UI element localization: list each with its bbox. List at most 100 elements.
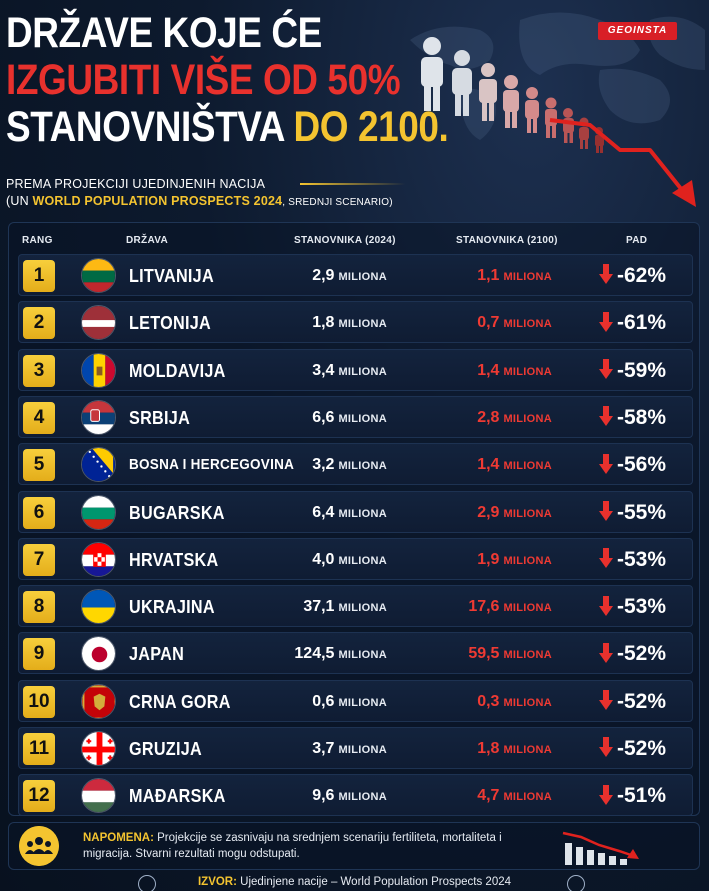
people-figures-icon	[421, 37, 604, 153]
population-2024-value: 0,6	[312, 692, 335, 710]
country-name: MOLDAVIJA	[129, 360, 226, 381]
ranking-table: RANG DRŽAVA STANOVNIKA (2024) STANOVNIKA…	[8, 222, 700, 817]
country-name: MAĐARSKA	[129, 786, 226, 807]
title-line-3-b: DO 2100.	[293, 103, 449, 151]
drop-percent: -52%	[599, 633, 666, 675]
flag-hr-icon	[81, 541, 116, 577]
rank-badge: 5	[23, 449, 55, 482]
drop-value: -61%	[617, 311, 667, 335]
subtitle-line-2-c: , SREDNJI SCENARIO)	[282, 197, 393, 208]
population-2024-unit: MILIONA	[338, 318, 387, 331]
header-pop-2024: STANOVNIKA (2024)	[294, 235, 396, 246]
table-row: 10 CRNA GORA 0,6 MILIONA 0,3 MILIONA -52%	[18, 679, 693, 724]
drop-value: -59%	[617, 358, 667, 382]
drop-percent: -52%	[599, 681, 666, 723]
population-2024-value: 2,9	[312, 267, 335, 284]
population-2100-unit: MILIONA	[503, 271, 552, 283]
flag-ua-icon	[81, 589, 116, 625]
population-2100: 1,1 MILIONA	[477, 255, 552, 298]
population-2100-unit: MILIONA	[503, 649, 552, 662]
population-2100-value: 0,7	[477, 314, 500, 332]
drop-value: -62%	[617, 264, 667, 287]
population-2100: 2,8 MILIONA	[477, 397, 552, 440]
population-2024: 0,6 MILIONA	[312, 681, 387, 724]
down-arrow-icon	[599, 737, 613, 758]
population-2024-unit: MILIONA	[338, 602, 387, 615]
table-row: 9 JAPAN 124,5 MILIONA 59,5 MILIONA -52%	[18, 632, 693, 675]
population-2100: 1,4 MILIONA	[477, 444, 552, 487]
down-arrow-icon	[599, 264, 613, 285]
down-arrow-icon	[599, 784, 613, 805]
population-2100-value: 1,9	[477, 550, 500, 568]
title-line-3-a: STANOVNIŠTVA	[6, 103, 284, 151]
flag-md-icon	[81, 352, 116, 388]
country-name: LETONIJA	[129, 313, 211, 334]
drop-value: -52%	[617, 689, 667, 713]
population-2024: 2,9 MILIONA	[312, 255, 387, 298]
population-2100-value: 2,8	[477, 408, 500, 426]
population-2100-value: 2,9	[477, 503, 500, 521]
population-2024-unit: MILIONA	[338, 696, 387, 709]
down-arrow-icon	[599, 642, 613, 663]
rank-badge: 12	[23, 780, 55, 813]
population-2100-unit: MILIONA	[503, 318, 552, 331]
country-name: HRVATSKA	[129, 549, 219, 570]
table-row: 11 GRUZIJA 3,7 MILIONA 1,8 MILIONA -52%	[18, 727, 693, 769]
table-row: 1 LITVANIJA 2,9 MILIONA 1,1 MILIONA -62%	[18, 254, 693, 296]
population-2100-value: 0,3	[477, 692, 500, 710]
population-2024-value: 124,5	[294, 645, 335, 663]
drop-value: -51%	[617, 784, 667, 808]
table-row: 7 HRVATSKA 4,0 MILIONA 1,9 MILIONA -53%	[18, 537, 693, 582]
population-2024: 4,0 MILIONA	[312, 539, 387, 582]
drop-value: -53%	[617, 547, 667, 571]
population-2100: 17,6 MILIONA	[468, 586, 552, 629]
page-title: DRŽAVE KOJE ĆE IZGUBITI VIŠE OD 50% STAN…	[6, 10, 520, 151]
population-2024-unit: MILIONA	[338, 554, 387, 567]
subtitle-line-2-b: WORLD POPULATION PROSPECTS 2024	[32, 194, 283, 208]
down-arrow-icon	[599, 500, 613, 521]
down-arrow-icon	[599, 311, 613, 332]
down-arrow-icon	[599, 595, 613, 616]
source-text: Ujedinjene nacije – World Population Pro…	[240, 876, 512, 888]
population-2100-unit: MILIONA	[503, 460, 552, 473]
table-row: 12 MAĐARSKA 9,6 MILIONA 4,7 MILIONA -51%	[18, 774, 693, 817]
population-2100-value: 1,4	[477, 361, 500, 379]
source-line: IZVOR: Ujedinjene nacije – World Populat…	[0, 873, 709, 891]
population-2024-value: 9,6	[312, 787, 335, 805]
population-2100: 1,8 MILIONA	[477, 728, 552, 771]
drop-value: -58%	[617, 405, 667, 429]
population-2024-value: 6,6	[312, 408, 335, 426]
population-2024-unit: MILIONA	[338, 412, 387, 425]
decline-arrow-icon	[549, 118, 696, 207]
population-2100: 1,9 MILIONA	[477, 539, 552, 582]
population-2100-unit: MILIONA	[503, 696, 552, 709]
title-line-2: IZGUBITI VIŠE OD 50%	[6, 56, 401, 104]
header-pop-2100: STANOVNIKA (2100)	[456, 235, 558, 246]
drop-value: -52%	[617, 642, 667, 666]
country-name: GRUZIJA	[129, 739, 202, 759]
population-2100: 0,3 MILIONA	[477, 681, 552, 724]
drop-percent: -51%	[599, 775, 666, 817]
population-2100-value: 59,5	[468, 645, 500, 663]
subtitle-line-2: (UN WORLD POPULATION PROSPECTS 2024, SRE…	[6, 193, 393, 211]
drop-value: -53%	[617, 595, 667, 619]
flag-lt-icon	[81, 258, 116, 293]
drop-percent: -53%	[599, 586, 666, 628]
population-2100-value: 4,7	[477, 787, 500, 805]
population-2100-unit: MILIONA	[503, 365, 552, 378]
subtitle-accent-line	[300, 183, 405, 185]
flag-me-icon	[81, 683, 116, 719]
population-2024: 3,7 MILIONA	[312, 728, 387, 771]
drop-percent: -56%	[599, 444, 666, 486]
drop-percent: -59%	[599, 350, 666, 392]
country-name: LITVANIJA	[129, 266, 214, 286]
population-2100: 1,4 MILIONA	[477, 350, 552, 393]
population-2100-value: 1,4	[477, 456, 500, 474]
rank-badge: 1	[23, 260, 55, 292]
down-arrow-icon	[599, 406, 613, 427]
country-name: BOSNA I HERCEGOVINA	[129, 456, 295, 474]
rank-badge: 6	[23, 496, 55, 529]
population-2100-unit: MILIONA	[503, 791, 552, 804]
population-2100-unit: MILIONA	[503, 602, 552, 615]
